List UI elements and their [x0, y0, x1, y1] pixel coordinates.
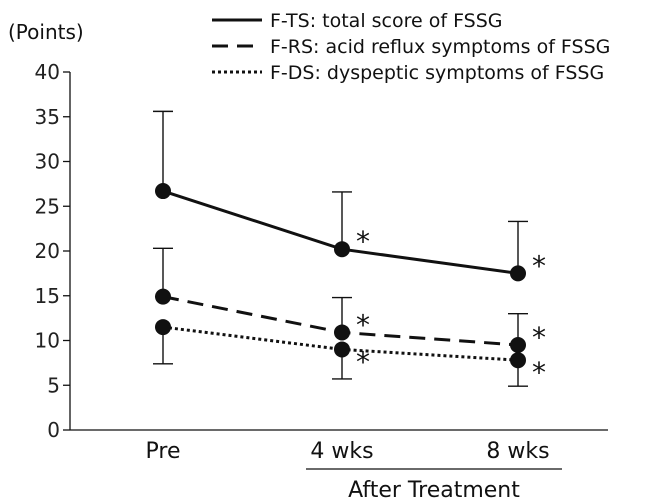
x-tick-label: Pre — [146, 439, 181, 464]
data-point — [510, 352, 526, 369]
significance-marker: * — [532, 321, 546, 354]
series-3: * * — [153, 319, 546, 389]
y-tick-label: 15 — [35, 284, 60, 308]
data-point — [155, 319, 171, 336]
series-layer: *** ** * — [153, 110, 546, 389]
y-tick-label: 30 — [35, 150, 60, 174]
y-tick-label: 0 — [47, 418, 60, 442]
significance-marker: * — [356, 225, 370, 258]
data-point — [155, 183, 171, 200]
y-tick-label: 5 — [47, 373, 60, 397]
series-2: * * — [153, 247, 546, 354]
x-tick-label: 4 wks — [310, 439, 373, 464]
data-point — [334, 324, 350, 341]
series-line — [162, 189, 519, 275]
significance-marker: * — [532, 356, 546, 389]
data-point — [334, 341, 350, 358]
legend-entry: F-RS: acid reflux symptoms of FSSG — [270, 36, 610, 58]
y-axis: 0 5 10 15 20 25 30 35 40 — [35, 60, 71, 442]
legend-entry: F-DS: dyspeptic symptoms of FSSG — [270, 62, 604, 84]
group-label: After Treatment — [348, 478, 520, 503]
data-point — [510, 265, 526, 282]
y-tick-label: 35 — [35, 105, 60, 129]
significance-marker: * — [356, 308, 370, 341]
x-tick-label: 8 wks — [486, 439, 549, 464]
significance-marker: * — [532, 249, 546, 282]
legend: F-TS: total score of FSSG F-RS: acid refl… — [212, 10, 610, 84]
y-tick-label: 40 — [35, 60, 60, 84]
y-tick-label: 10 — [35, 329, 60, 353]
y-tick-label: 25 — [35, 194, 60, 218]
data-point — [334, 241, 350, 258]
y-axis-label: (Points) — [8, 20, 84, 44]
x-axis: Pre 4 wks 8 wks — [70, 429, 608, 464]
data-point — [510, 336, 526, 353]
significance-marker: * — [356, 345, 370, 378]
data-point — [155, 288, 171, 305]
after-treatment-bracket: After Treatment — [306, 468, 562, 503]
legend-entry: F-TS: total score of FSSG — [270, 10, 503, 32]
y-tick-label: 20 — [35, 239, 60, 263]
series-1: ** — [153, 110, 546, 282]
